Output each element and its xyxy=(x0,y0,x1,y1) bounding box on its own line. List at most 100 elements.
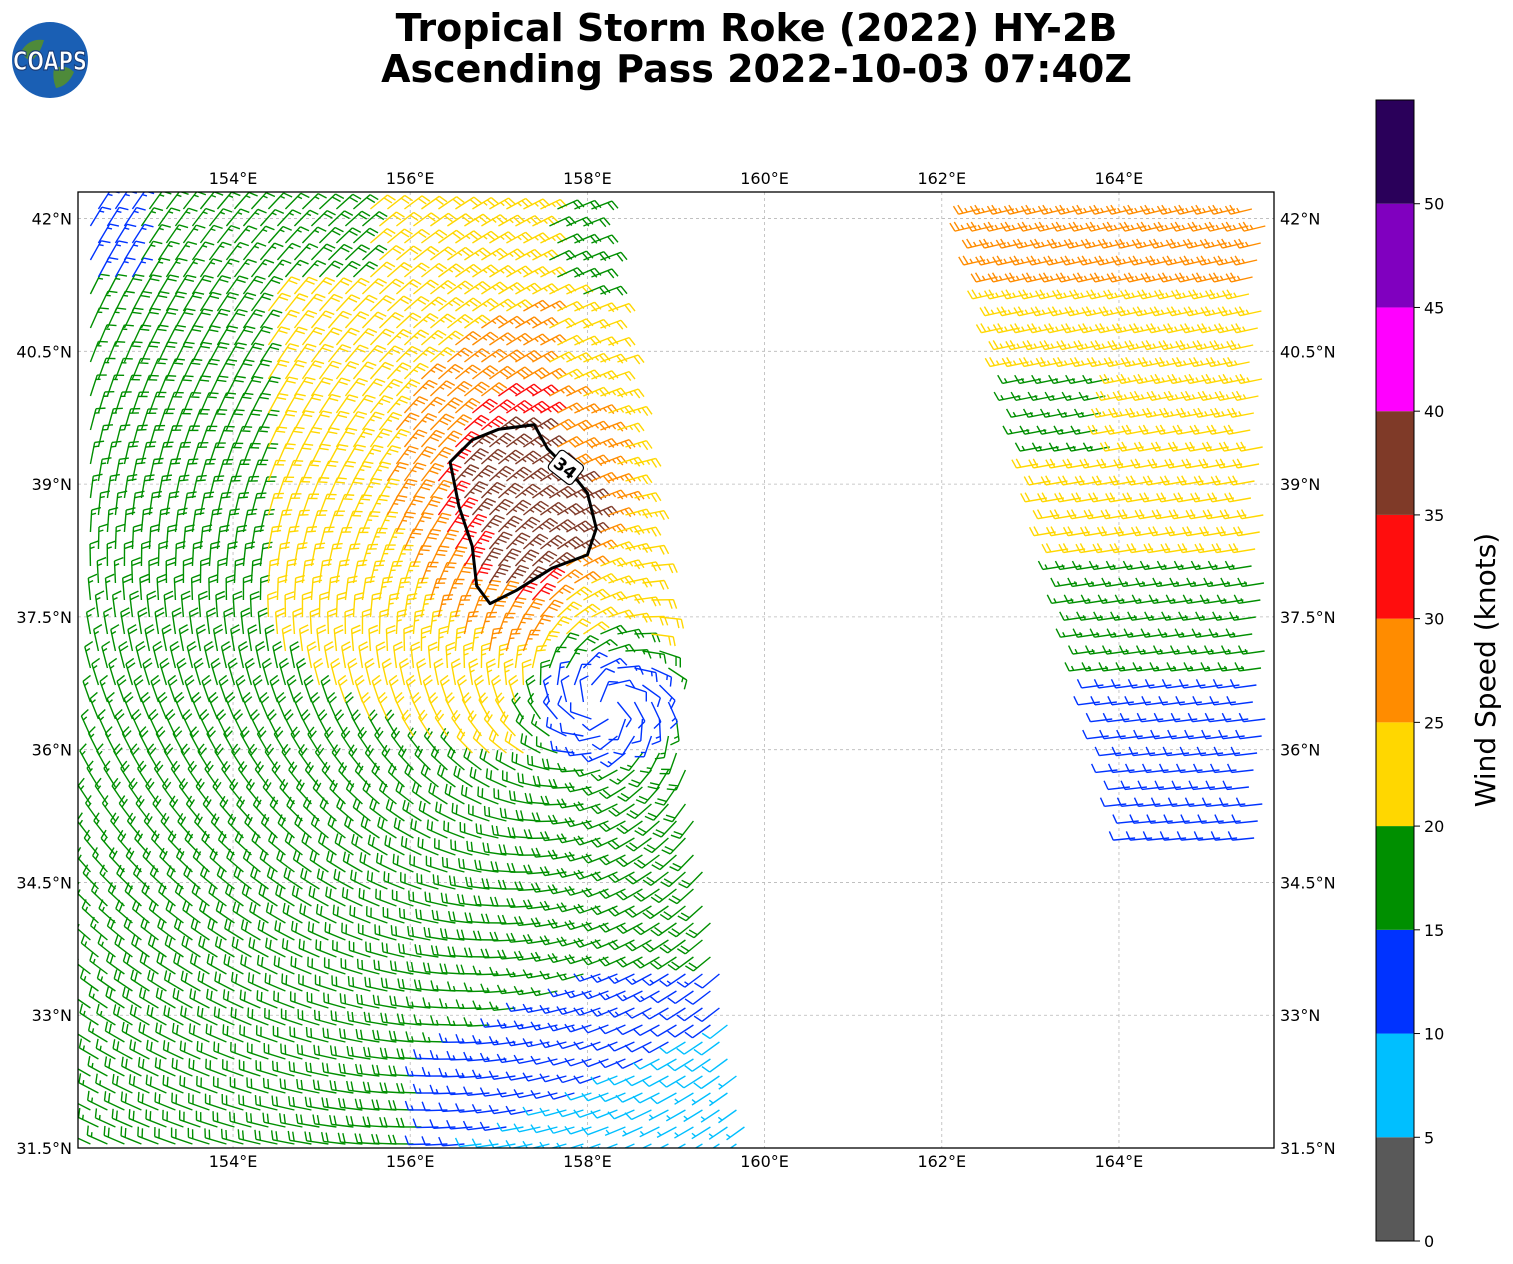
wind-barb xyxy=(291,991,312,1008)
wind-barb xyxy=(315,1010,337,1025)
wind-barb xyxy=(325,957,346,974)
wind-barb xyxy=(1077,679,1103,688)
wind-barb xyxy=(328,609,337,634)
wind-barb xyxy=(473,1070,499,1079)
wind-barb xyxy=(342,923,363,940)
wind-barb xyxy=(1151,798,1177,807)
wind-barb xyxy=(277,377,298,396)
wind-barb xyxy=(548,1091,575,1099)
wind-barb xyxy=(313,780,328,804)
wind-barb xyxy=(1077,612,1103,620)
wind-barb xyxy=(540,660,550,685)
wind-barb xyxy=(431,1015,456,1025)
wind-barb xyxy=(200,901,218,923)
wind-barb xyxy=(1142,696,1168,705)
wind-barb xyxy=(634,668,657,682)
wind-barb xyxy=(217,710,227,736)
wind-barb xyxy=(1210,696,1236,705)
wind-barb xyxy=(264,1078,286,1093)
wind-barb xyxy=(251,460,268,481)
wind-barb xyxy=(1140,561,1166,569)
colorbar-bin xyxy=(1376,1137,1414,1241)
wind-barb xyxy=(443,857,465,872)
wind-barb xyxy=(274,727,285,753)
wind-barb xyxy=(1049,443,1075,451)
wind-barb xyxy=(464,1087,490,1096)
wind-barb xyxy=(411,642,420,668)
wind-barb xyxy=(114,558,123,583)
wind-barb xyxy=(251,493,266,515)
wind-barb xyxy=(226,309,247,328)
wind-barb xyxy=(718,1144,736,1156)
wind-barb xyxy=(149,258,170,277)
wind-barb xyxy=(297,1079,320,1093)
wind-barb xyxy=(1228,831,1254,840)
wind-barb xyxy=(92,658,100,685)
wind-barb xyxy=(1055,561,1081,569)
wind-barb xyxy=(430,1050,455,1059)
wind-barb xyxy=(1228,764,1254,773)
wind-barb xyxy=(494,788,515,804)
wind-barb xyxy=(558,763,584,772)
wind-barb xyxy=(243,343,264,362)
wind-barb xyxy=(239,1060,260,1076)
wind-barb xyxy=(640,1127,660,1137)
wind-barb xyxy=(478,787,498,804)
wind-barb xyxy=(444,821,465,838)
lon-tick-label-bottom: 158°E xyxy=(563,1152,612,1171)
wind-barb xyxy=(1081,595,1107,603)
wind-barb xyxy=(1119,578,1145,586)
colorbar-tick-label: 45 xyxy=(1424,298,1444,317)
wind-barb xyxy=(184,866,201,889)
wind-barb xyxy=(166,459,181,481)
wind-barb xyxy=(71,1056,90,1076)
wind-barb xyxy=(281,1044,303,1059)
wind-barb xyxy=(303,797,319,821)
colorbar-tick-label: 5 xyxy=(1424,1128,1434,1147)
wind-barb xyxy=(132,392,149,413)
wind-barb xyxy=(376,889,397,906)
wind-barb xyxy=(1181,815,1207,824)
wind-barb xyxy=(1107,629,1133,637)
wind-barb xyxy=(243,692,252,719)
wind-barb xyxy=(675,1093,694,1104)
wind-barb xyxy=(540,936,566,945)
wind-barb xyxy=(1231,324,1257,333)
wind-barb xyxy=(515,644,527,668)
lat-tick-label-right: 40.5°N xyxy=(1280,342,1336,361)
wind-barb xyxy=(1189,781,1215,790)
wind-barb xyxy=(464,748,482,770)
wind-barb xyxy=(1099,662,1125,671)
wind-barb xyxy=(248,1042,269,1059)
wind-barb xyxy=(139,727,149,753)
wind-barb xyxy=(98,425,113,447)
wind-barb xyxy=(655,736,669,759)
wind-barb xyxy=(1198,815,1224,824)
wind-barb xyxy=(1194,831,1220,840)
wind-barb xyxy=(1092,764,1118,773)
wind-barb xyxy=(634,458,660,467)
wind-barb xyxy=(295,815,312,838)
wind-barb xyxy=(307,1027,329,1042)
wind-barb xyxy=(1111,612,1137,620)
wind-barb xyxy=(408,926,431,940)
wind-barb xyxy=(85,642,93,668)
wind-barb xyxy=(217,866,234,889)
wind-barb xyxy=(401,872,422,889)
wind-barb xyxy=(234,710,244,736)
wind-barb xyxy=(219,831,235,855)
wind-barb xyxy=(121,761,133,787)
wind-barb xyxy=(566,420,592,431)
wind-barb xyxy=(349,941,370,957)
wind-barb xyxy=(1205,713,1231,722)
wind-barb xyxy=(135,830,150,855)
wind-barb xyxy=(158,275,179,294)
wind-barb xyxy=(263,1113,285,1127)
wind-barb xyxy=(514,951,540,960)
wind-barb xyxy=(245,814,261,838)
wind-barb xyxy=(166,492,179,515)
wind-barb xyxy=(92,882,108,906)
wind-barb xyxy=(71,1091,91,1110)
wind-barb xyxy=(107,692,115,719)
wind-barb xyxy=(339,762,354,787)
